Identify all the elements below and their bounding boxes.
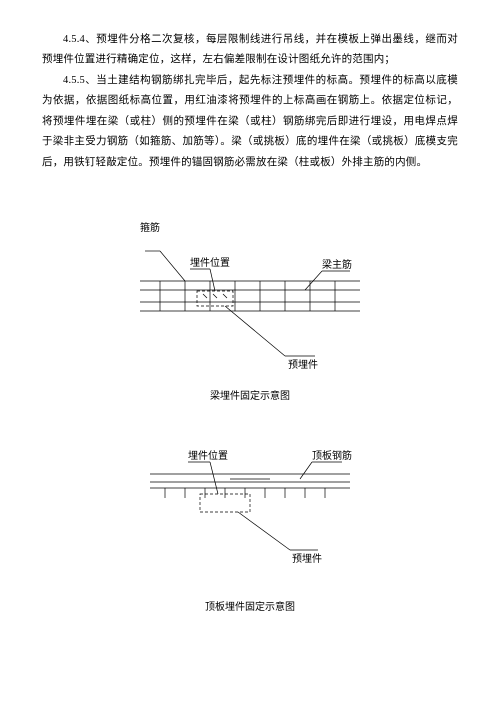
- label-pos1: 埋件位置: [190, 256, 230, 269]
- paragraph-454: 4.5.4、预埋件分格二次复核，每层限制线进行吊线，并在模板上弹出墨线，继而对预…: [42, 30, 458, 71]
- diagram-slab-svg: 埋件位置 顶板钢筋 预埋件: [90, 430, 410, 580]
- label-main: 梁主筋: [322, 258, 352, 271]
- document-page: 4.5.4、预埋件分格二次复核，每层限制线进行吊线，并在模板上弹出墨线，继而对预…: [0, 0, 500, 708]
- label-pos2: 埋件位置: [188, 449, 228, 462]
- diagram-slab-embed: 埋件位置 顶板钢筋 预埋件 顶板埋件固定示意图: [42, 430, 458, 635]
- diagram-beam-svg: 箍筋 埋件位置 梁主筋 预埋件: [90, 201, 410, 381]
- label-rebar: 顶板钢筋: [312, 449, 352, 462]
- label-embed2: 预埋件: [292, 553, 322, 565]
- caption-diagram1: 梁埋件固定示意图: [210, 387, 290, 402]
- label-gujin: 箍筋: [140, 221, 160, 234]
- paragraph-455: 4.5.5、当土建结构钢筋绑扎完毕后，起先标注预埋件的标高。预埋件的标高以底模为…: [42, 71, 458, 173]
- diagram-beam-embed: 箍筋 埋件位置 梁主筋 预埋件 梁埋件固定示意图: [42, 201, 458, 424]
- caption-diagram2: 顶板埋件固定示意图: [205, 598, 295, 613]
- label-embed1: 预埋件: [288, 359, 318, 371]
